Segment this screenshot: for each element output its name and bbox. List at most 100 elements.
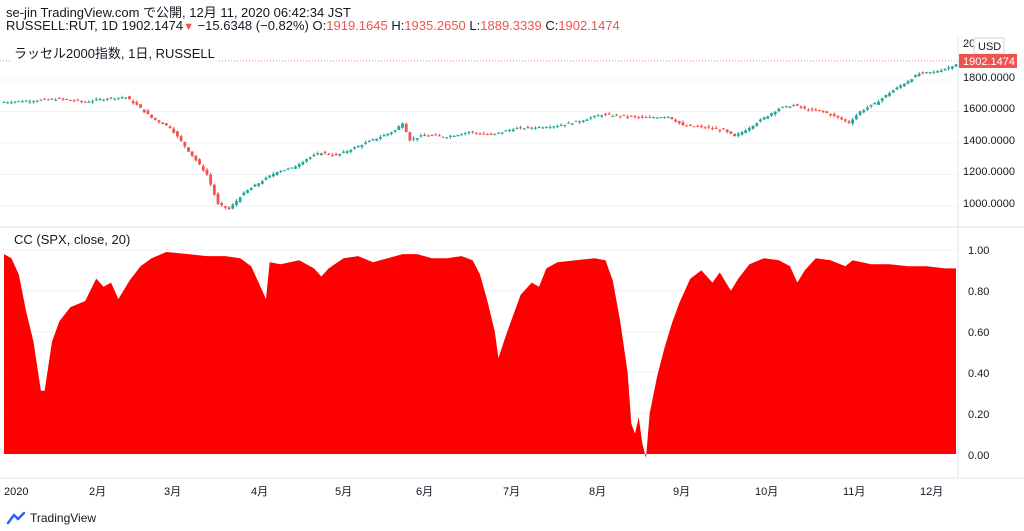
candle-body[interactable] [906, 81, 910, 84]
candle-body[interactable] [825, 111, 829, 113]
candle-body[interactable] [24, 100, 28, 102]
candle-body[interactable] [445, 137, 449, 139]
candle-body[interactable] [283, 170, 286, 172]
candle-body[interactable] [884, 94, 888, 98]
price-pane-title[interactable]: ラッセル2000指数, 1日, RUSSELL [12, 43, 217, 62]
candle-body[interactable] [762, 117, 766, 120]
candle-body[interactable] [319, 153, 323, 156]
candle-body[interactable] [268, 175, 272, 178]
candle-body[interactable] [334, 154, 338, 156]
candle-body[interactable] [264, 177, 268, 180]
candle-body[interactable] [438, 135, 441, 137]
candle-body[interactable] [471, 131, 475, 133]
candle-body[interactable] [770, 113, 773, 116]
candle-body[interactable] [545, 127, 548, 129]
candle-body[interactable] [164, 123, 168, 126]
candle-body[interactable] [168, 126, 172, 128]
candle-body[interactable] [740, 132, 744, 135]
candle-body[interactable] [485, 134, 489, 136]
candle-body[interactable] [345, 151, 349, 153]
candle-body[interactable] [947, 67, 951, 69]
candle-body[interactable] [356, 145, 360, 148]
candle-body[interactable] [674, 119, 677, 122]
candle-body[interactable] [176, 131, 179, 137]
candle-body[interactable] [581, 120, 585, 122]
candle-body[interactable] [478, 133, 482, 135]
candle-body[interactable] [810, 108, 814, 110]
candle-body[interactable] [928, 72, 932, 74]
candle-body[interactable] [497, 132, 500, 134]
candle-body[interactable] [615, 114, 618, 116]
candle-body[interactable] [91, 101, 94, 103]
candle-body[interactable] [367, 140, 371, 143]
candle-body[interactable] [504, 130, 508, 132]
candle-body[interactable] [308, 157, 312, 159]
candle-body[interactable] [183, 141, 187, 147]
candle-body[interactable] [294, 166, 297, 169]
candle-body[interactable] [873, 102, 877, 105]
candle-body[interactable] [530, 127, 534, 129]
candle-body[interactable] [378, 136, 382, 139]
candle-body[interactable] [563, 124, 567, 126]
candle-body[interactable] [61, 98, 65, 100]
candle-body[interactable] [9, 102, 13, 104]
candle-body[interactable] [821, 110, 825, 112]
candle-body[interactable] [869, 104, 873, 107]
candle-body[interactable] [862, 110, 866, 113]
candle-body[interactable] [135, 102, 139, 105]
candle-body[interactable] [28, 101, 32, 103]
candle-body[interactable] [829, 114, 832, 116]
candle-body[interactable] [629, 115, 633, 117]
candle-body[interactable] [257, 183, 261, 186]
candle-body[interactable] [312, 154, 316, 157]
candle-body[interactable] [338, 153, 342, 156]
candle-body[interactable] [161, 122, 165, 125]
candle-body[interactable] [50, 98, 54, 100]
candle-body[interactable] [570, 123, 574, 125]
candle-body[interactable] [578, 121, 582, 123]
candle-body[interactable] [640, 116, 644, 118]
candle-body[interactable] [201, 166, 205, 171]
candle-body[interactable] [242, 192, 246, 196]
candle-body[interactable] [467, 132, 471, 134]
candle-body[interactable] [212, 184, 216, 195]
candle-body[interactable] [401, 123, 404, 128]
candle-body[interactable] [910, 79, 914, 83]
candle-body[interactable] [474, 132, 478, 134]
candle-body[interactable] [891, 90, 895, 93]
candle-body[interactable] [522, 128, 526, 130]
candle-body[interactable] [290, 167, 294, 169]
candle-body[interactable] [655, 117, 659, 119]
candle-body[interactable] [423, 135, 427, 137]
candle-body[interactable] [187, 147, 190, 152]
candle-body[interactable] [803, 106, 807, 109]
candle-body[interactable] [449, 135, 452, 137]
candle-body[interactable] [611, 116, 615, 118]
candle-body[interactable] [777, 108, 781, 112]
candle-body[interactable] [102, 99, 106, 101]
candle-body[interactable] [633, 116, 637, 118]
candle-body[interactable] [607, 113, 611, 115]
candle-body[interactable] [323, 151, 327, 153]
candle-body[interactable] [652, 117, 655, 119]
candle-body[interactable] [94, 99, 98, 101]
candle-body[interactable] [548, 127, 552, 129]
candle-body[interactable] [128, 96, 131, 100]
candle-body[interactable] [109, 97, 113, 99]
candle-body[interactable] [858, 111, 862, 115]
candle-body[interactable] [795, 104, 799, 106]
candle-body[interactable] [663, 117, 666, 119]
candle-body[interactable] [46, 99, 50, 101]
candle-body[interactable] [718, 130, 722, 132]
candle-body[interactable] [659, 117, 663, 119]
candle-body[interactable] [279, 171, 283, 173]
candle-body[interactable] [194, 155, 198, 161]
candle-body[interactable] [209, 174, 213, 185]
candle-body[interactable] [223, 206, 227, 208]
candle-body[interactable] [393, 130, 397, 132]
candle-body[interactable] [932, 71, 936, 73]
candle-body[interactable] [552, 126, 556, 128]
candle-body[interactable] [766, 116, 770, 119]
candle-body[interactable] [784, 105, 788, 107]
candle-body[interactable] [781, 106, 784, 108]
